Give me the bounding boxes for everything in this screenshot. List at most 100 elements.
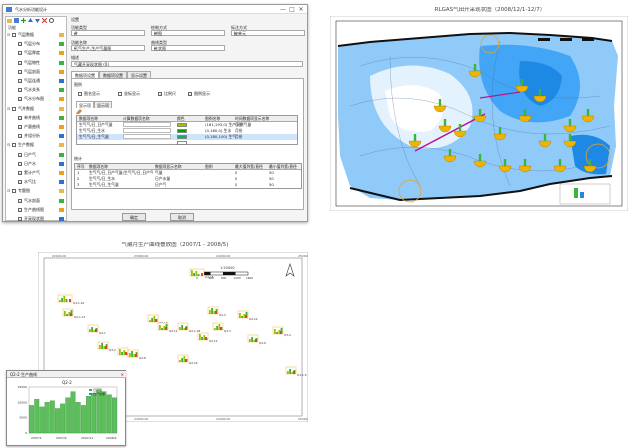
color-swatch[interactable] (177, 123, 187, 127)
tree-checkbox[interactable]: ✓ (18, 198, 23, 204)
well-chart[interactable]: Q2-6 (247, 334, 266, 345)
well-pie[interactable] (443, 149, 457, 163)
tree-checkbox[interactable]: ✓ (18, 134, 23, 140)
well-chart[interactable]: Q2-16 (177, 354, 198, 365)
table-row[interactable]: 生气气/日_生水 (0,160,0) 生水 月份 (77, 128, 297, 134)
move-down-icon[interactable] (35, 18, 40, 23)
tree-item[interactable]: ✓ 气层分布 (6, 41, 66, 47)
tab-display-settings[interactable]: 显示设置 (127, 71, 151, 78)
expand-toggle-icon[interactable]: ⊟ (7, 105, 11, 111)
expand-toggle-icon[interactable]: ⊟ (7, 32, 11, 37)
well-pie[interactable] (518, 159, 532, 173)
tree-checkbox[interactable]: ✓ (18, 60, 23, 66)
ok-button[interactable]: 确定 (122, 213, 146, 221)
field-select[interactable]: 饼图 ▾ (151, 30, 225, 36)
add-icon[interactable] (21, 18, 26, 23)
well-chart[interactable]: Q3-1-5 (285, 366, 307, 377)
tree-item[interactable]: ✓ 井组分析 (6, 133, 66, 139)
subtab-display-1[interactable]: 显示项 (76, 101, 94, 108)
color-swatch[interactable] (177, 129, 187, 133)
well-pie[interactable] (408, 134, 422, 148)
chevron-down-icon[interactable]: ▾ (74, 46, 77, 51)
field-select[interactable]: 井 ▾ (71, 30, 145, 36)
tree-item[interactable]: ✓ 日产水 (6, 161, 66, 167)
tree-checkbox[interactable]: ✓ (18, 171, 23, 176)
well-pie[interactable] (433, 99, 447, 113)
tree-item[interactable]: ✓ 产量曲线 (6, 124, 66, 130)
chevron-down-icon[interactable]: ▾ (74, 31, 77, 36)
tree-item[interactable]: ✓ 水气比 (6, 179, 66, 185)
well-pie[interactable] (473, 109, 487, 123)
checkbox-coord[interactable]: 坐标显示 (118, 91, 140, 97)
tree-item[interactable]: ✓ 气层厚度 (6, 50, 66, 56)
chevron-down-icon[interactable]: ▾ (234, 31, 237, 36)
tree-item[interactable]: ✓ 单井曲线 (6, 115, 66, 121)
tree-checkbox[interactable] (12, 106, 16, 111)
tree-item[interactable]: ✓ 气水关系 (6, 87, 66, 93)
tab-data-settings[interactable]: 数据项设置 (71, 71, 99, 78)
chevron-down-icon[interactable]: ▾ (154, 46, 157, 51)
checkbox-title-box[interactable] (78, 92, 82, 96)
well-pie[interactable] (563, 134, 577, 148)
tree-item[interactable]: ✓ 气水分布图 (6, 96, 66, 102)
tree-checkbox[interactable]: ✓ (18, 42, 23, 48)
well-pie[interactable] (468, 64, 482, 78)
well-chart[interactable]: Q2-8 (127, 349, 146, 360)
table-row[interactable]: 1 生气气/日_日产气量(生气气/日_日产气量) 气量 0 50 (75, 170, 301, 176)
close-button[interactable]: ✕ (298, 6, 304, 13)
tree-checkbox[interactable]: ✓ (18, 180, 23, 186)
tree-item[interactable]: ✓ 累计产气 (6, 170, 66, 176)
tree-checkbox[interactable]: ✓ (18, 115, 23, 121)
settings-icon[interactable] (49, 18, 54, 23)
field-select[interactable]: 气气生产,生产气量图 ▾ (71, 45, 145, 51)
table-row[interactable]: 2 生气气/日_生水 日产水量 0 50 (75, 176, 301, 182)
well-pie[interactable] (563, 119, 577, 133)
well-pie[interactable] (498, 159, 512, 173)
tree-checkbox[interactable]: ✓ (18, 207, 23, 213)
table-row[interactable]: 生气气/日_生气量 (0,180,100) 生气 月份 (77, 134, 297, 140)
color-swatch[interactable] (177, 141, 187, 145)
well-chart[interactable]: Q2-1 (87, 324, 106, 335)
tree-item[interactable]: ✓ 日产气 (6, 152, 66, 158)
table-row[interactable] (77, 140, 297, 146)
well-chart[interactable]: Q3-4 (272, 326, 291, 337)
stats-grid[interactable]: 序号 数据项名称 数据项显示名称 图例 最大值列宽/直径 最小值列宽/直径 1 生气气/日_日… (74, 163, 302, 189)
field-select[interactable]: 按单元 ▾ (231, 30, 305, 36)
tree-item[interactable]: ⊟ 专题图 (6, 188, 66, 194)
tree-checkbox[interactable]: ✓ (18, 69, 23, 75)
desc-field[interactable]: 气藏开采现状图 (0) (71, 61, 303, 67)
color-swatch[interactable] (177, 135, 187, 139)
well-chart[interactable]: Q3-3 (212, 322, 231, 333)
tree-item[interactable]: ✓ 气层剖面 (6, 69, 66, 75)
field-select[interactable]: 柱状图 ▾ (151, 45, 225, 51)
tree-checkbox[interactable] (12, 189, 16, 194)
well-chart[interactable]: Q3-1-10 (57, 294, 85, 305)
tree-checkbox[interactable]: ✓ (18, 152, 23, 158)
expand-toggle-icon[interactable]: ⊟ (7, 188, 11, 194)
table-row[interactable]: 3 生气气/日_生气量 日产气 0 50 (75, 182, 301, 188)
checkbox-title[interactable]: 图名显示 (78, 91, 100, 97)
expand-toggle-icon[interactable]: ⊟ (7, 142, 11, 148)
tree-item[interactable]: ⊟ 气井数据 (6, 106, 66, 112)
well-chart[interactable]: Q2-11 (157, 322, 178, 333)
well-chart[interactable]: Q2-12 (197, 332, 218, 343)
checkbox-legend[interactable]: ✓ 图例显示 (188, 91, 210, 97)
tab-data-settings-2[interactable]: 数据项设置 (99, 71, 127, 78)
well-pie[interactable] (473, 154, 487, 168)
well-chart[interactable]: Q2-15 (189, 268, 214, 279)
well-chart[interactable]: Q2-1-18 (177, 322, 201, 333)
delete-icon[interactable] (42, 18, 47, 23)
well-pie[interactable] (533, 89, 547, 103)
well-chart[interactable]: Q2-1-13 (62, 308, 86, 319)
well-pie[interactable] (518, 109, 532, 123)
tree-checkbox[interactable]: ✓ (18, 88, 23, 94)
tree-item[interactable]: ✓ 气层连通 (6, 78, 66, 84)
tree-checkbox[interactable] (12, 33, 16, 37)
well-pie[interactable] (583, 159, 597, 173)
folder-icon[interactable] (7, 18, 12, 23)
tree-checkbox[interactable]: ✓ (18, 79, 23, 84)
tree-item[interactable]: ✓ 气层物性 (6, 60, 66, 66)
data-items-grid[interactable]: 数据项名称 计算数据项名称 颜色 图例名称 时间数据项显示名称 生气气/日_日产气量 (16… (76, 115, 298, 145)
tree-checkbox[interactable]: ✓ (18, 161, 23, 167)
cancel-button[interactable]: 取消 (170, 213, 194, 221)
